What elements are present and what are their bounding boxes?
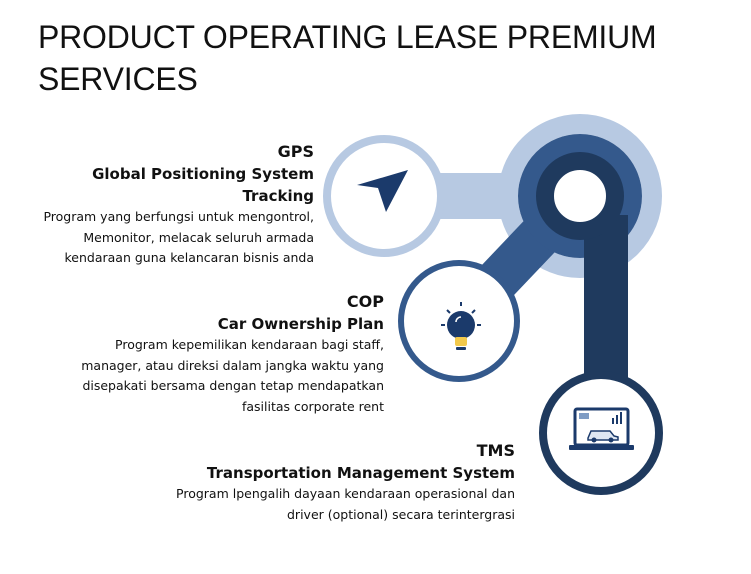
cop-code: COP [346,292,384,311]
tms-description-line: Program lpengalih dayaan kendaraan opera… [176,486,515,501]
lightbulb-icon [441,302,481,350]
cop-description-line: fasilitas corporate rent [241,398,384,414]
tms-code: TMS [476,441,515,460]
cop-service: COP Car Ownership Plan Program kepemilik… [40,291,384,417]
cop-description-line: Program kepemilikan kendaraan bagi staff… [115,337,384,352]
cop-name: Car Ownership Plan [217,315,384,333]
hub-inner-ring [536,152,624,240]
navigation-arrow-icon [357,170,408,212]
laptop-car-icon [569,407,634,450]
gps-description-line: Program yang berfungsi untuk mengontrol, [43,209,314,224]
tms-connector [584,215,628,395]
gps-code: GPS [277,142,314,161]
cop-description-line: manager, atau direksi dalam jangka waktu… [81,357,384,373]
gps-service: GPS Global Positioning System Tracking P… [20,141,314,269]
gps-description-line: kendaraan guna kelancaran bisnis anda [64,250,314,265]
cop-description-line: disepakati bersama dengan tetap mendapat… [82,378,384,393]
gps-name: Global Positioning System Tracking [92,165,314,205]
tms-name: Transportation Management System [206,464,515,482]
page-title: PRODUCT OPERATING LEASE PREMIUM SERVICES [38,19,657,97]
gps-connector [436,173,511,219]
tms-description-line: driver (optional) secara terintergrasi [287,506,515,522]
tms-service: TMS Transportation Management System Pro… [120,440,515,525]
gps-description-line: Memonitor, melacak seluruh armada [83,229,314,245]
